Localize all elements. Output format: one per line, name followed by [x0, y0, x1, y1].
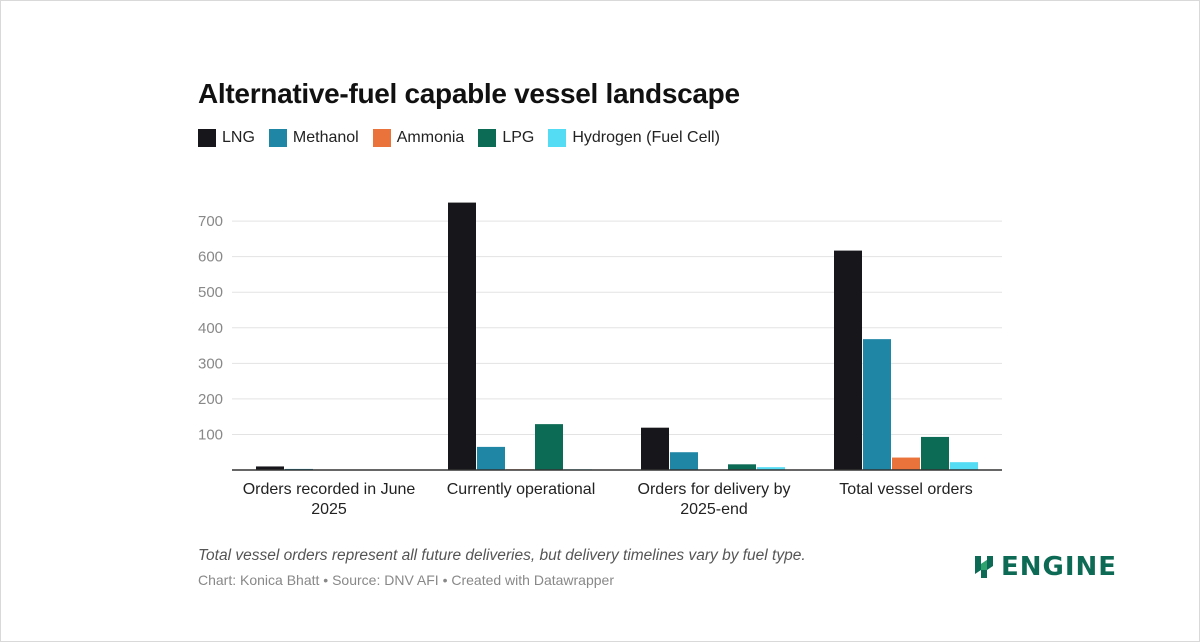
chart-title: Alternative-fuel capable vessel landscap…	[198, 78, 740, 109]
legend-item-methanol: Methanol	[268, 129, 359, 147]
y-tick-label: 500	[198, 284, 223, 301]
legend-swatch-lng	[198, 129, 216, 147]
chart-source: Chart: Konica Bhatt • Source: DNV AFI • …	[198, 572, 614, 588]
x-category-label: Currently operational	[447, 481, 596, 498]
legend-label-ammonia: Ammonia	[396, 129, 465, 146]
engine-logo-icon	[975, 556, 993, 578]
y-tick-label: 200	[198, 391, 223, 408]
legend-item-ammonia: Ammonia	[372, 129, 465, 147]
bar	[256, 466, 284, 470]
legend-swatch-lpg	[478, 129, 497, 147]
x-category-label: Orders for delivery by	[638, 481, 791, 498]
bar	[448, 202, 476, 470]
y-tick-label: 300	[198, 355, 223, 372]
bar	[757, 467, 785, 470]
y-tick-label: 600	[198, 249, 223, 266]
bar	[950, 462, 978, 470]
chart-note: Total vessel orders represent all future…	[198, 547, 806, 564]
bar	[477, 446, 505, 470]
bar	[728, 464, 756, 470]
legend-label-methanol: Methanol	[292, 129, 359, 146]
legend-swatch-methanol	[268, 129, 287, 147]
engine-logo-text: ENGINE	[1001, 552, 1118, 582]
legend-item-lng: LNG	[198, 129, 255, 147]
x-category-label: 2025-end	[680, 501, 748, 518]
bar	[892, 457, 920, 470]
x-category-label: Orders recorded in June	[243, 481, 416, 498]
legend-label-lpg: LPG	[502, 129, 535, 146]
legend-item-lpg: LPG	[478, 129, 534, 147]
engine-logo: ENGINE	[973, 552, 1117, 582]
bar	[641, 427, 669, 470]
bar	[535, 424, 563, 470]
chart-legend: LNG Methanol Ammonia LPG Hydrogen (Fuel …	[198, 129, 734, 147]
y-tick-label: 100	[198, 426, 223, 443]
bar	[834, 250, 862, 470]
bar	[670, 452, 698, 470]
x-category-label: 2025	[311, 501, 347, 518]
x-category-label: Total vessel orders	[839, 481, 972, 498]
y-tick-label: 400	[198, 320, 223, 337]
bar	[921, 436, 949, 470]
legend-item-hydrogen: Hydrogen (Fuel Cell)	[548, 129, 720, 147]
legend-swatch-hydrogen	[548, 129, 567, 147]
bar	[863, 339, 891, 470]
y-tick-label: 700	[198, 213, 223, 230]
legend-label-lng: LNG	[222, 129, 255, 146]
legend-label-hydrogen: Hydrogen (Fuel Cell)	[572, 129, 720, 146]
legend-swatch-ammonia	[372, 129, 391, 147]
